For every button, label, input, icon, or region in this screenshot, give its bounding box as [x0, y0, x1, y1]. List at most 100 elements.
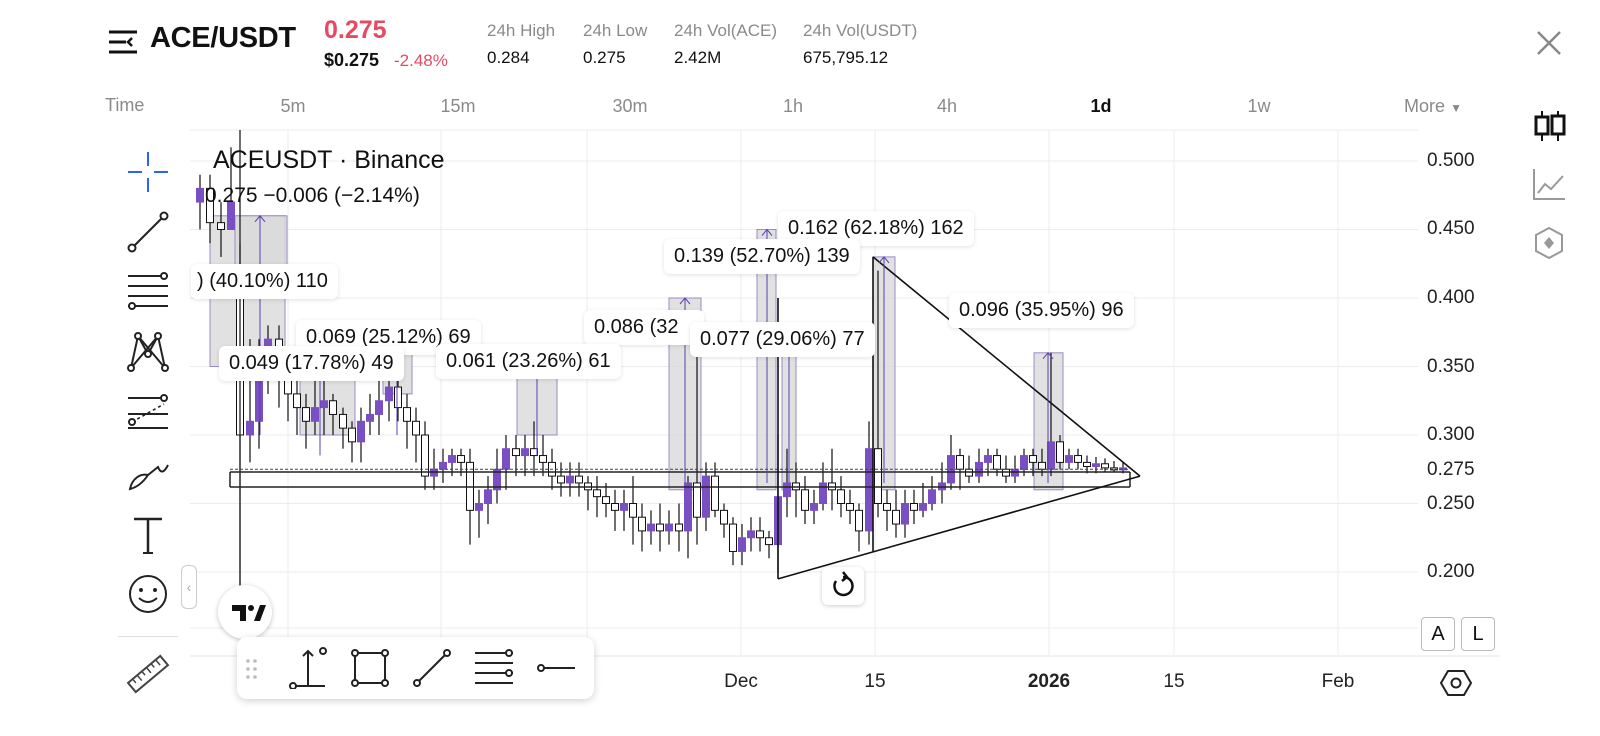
- candle-body: [421, 434, 429, 477]
- candle-body: [865, 448, 873, 532]
- candle-body: [530, 448, 538, 457]
- brush-tool[interactable]: [124, 451, 172, 499]
- x-tick: 15: [864, 671, 886, 692]
- triangle-line: [872, 256, 1141, 477]
- y-tick: 0.400: [1427, 287, 1475, 308]
- tab-30m[interactable]: 30m: [612, 96, 648, 116]
- fib-icon: [128, 272, 168, 310]
- candle-body: [720, 509, 728, 525]
- rectangle-icon[interactable]: [349, 647, 391, 689]
- candle-body: [1074, 455, 1082, 463]
- stat-value: 0.284: [487, 48, 530, 67]
- candle-body: [339, 413, 347, 429]
- tab-5m[interactable]: 5m: [280, 96, 306, 116]
- candle-body: [320, 400, 328, 409]
- tab-4h[interactable]: 4h: [936, 96, 958, 116]
- x-tick: 15: [1163, 671, 1185, 692]
- candle-body: [919, 503, 927, 511]
- line-icon[interactable]: [411, 647, 453, 689]
- candle-body: [1101, 463, 1109, 469]
- log-scale-button[interactable]: L: [1461, 617, 1495, 651]
- emoji-tool[interactable]: [124, 570, 172, 618]
- candle-body: [629, 503, 637, 518]
- candle-body: [575, 475, 583, 484]
- y-tick: 0.500: [1427, 150, 1475, 171]
- menu-icon[interactable]: [108, 29, 138, 55]
- text-tool[interactable]: [124, 511, 172, 559]
- y-tick: 0.300: [1427, 424, 1475, 445]
- candle-body: [539, 455, 547, 463]
- trend-line-icon: [127, 211, 169, 253]
- auto-scale-button[interactable]: A: [1421, 617, 1455, 651]
- candle-body: [620, 503, 628, 511]
- candle-body: [738, 537, 746, 552]
- line-chart-icon[interactable]: [1531, 166, 1567, 202]
- pattern-tool[interactable]: [124, 328, 172, 376]
- candle-body: [348, 427, 356, 443]
- measure-label[interactable]: ) (40.10%) 110: [191, 264, 338, 299]
- candle-body: [901, 503, 909, 525]
- measure-label[interactable]: 0.096 (35.95%) 96: [949, 293, 1134, 328]
- trend-line-tool[interactable]: [124, 208, 172, 256]
- measure-label[interactable]: 0.049 (17.78%) 49: [219, 346, 404, 381]
- change-percent: -2.48%: [394, 51, 448, 70]
- reset-chart-button[interactable]: [822, 567, 864, 605]
- candle-body: [1038, 461, 1046, 470]
- prediction-tool[interactable]: [124, 390, 172, 438]
- candle-body: [656, 523, 664, 532]
- ruler-tool[interactable]: [124, 650, 172, 698]
- candle-body: [1083, 461, 1091, 468]
- chart-ohlc-legend: 0.275 −0.006 (−2.14%): [205, 184, 420, 207]
- usd-price: $0.275: [324, 50, 380, 70]
- measure-label[interactable]: 0.139 (52.70%) 139: [664, 239, 860, 274]
- measure-label[interactable]: 0.086 (32: [584, 310, 704, 345]
- candle-body: [521, 448, 529, 457]
- candle-body: [357, 420, 365, 443]
- tab-15m[interactable]: 15m: [440, 96, 476, 116]
- candle-body: [602, 496, 610, 504]
- candle-body: [910, 503, 918, 511]
- candle-body: [855, 509, 863, 532]
- candle-body: [993, 455, 1001, 470]
- stat-label: 24h High: [487, 21, 556, 40]
- price-range-icon[interactable]: [287, 647, 329, 689]
- x-tick: Dec: [724, 671, 758, 692]
- candle-body: [883, 503, 891, 511]
- candle-body: [375, 400, 383, 415]
- candle-body: [928, 489, 936, 504]
- crosshair-tool[interactable]: [124, 148, 172, 196]
- tab-1w[interactable]: 1w: [1247, 96, 1271, 116]
- candle-body: [810, 503, 818, 511]
- tab-1h[interactable]: 1h: [782, 96, 804, 116]
- candle-body: [765, 537, 773, 546]
- y-tick: 0.350: [1427, 356, 1475, 377]
- tab-1d[interactable]: 1d: [1090, 96, 1112, 116]
- horizontal-ray-icon[interactable]: [535, 647, 577, 689]
- measure-label[interactable]: 0.061 (23.26%) 61: [436, 344, 621, 379]
- candle-body: [385, 386, 393, 402]
- candle-body: [874, 448, 882, 505]
- candle-body: [711, 475, 719, 511]
- more-dropdown[interactable]: More ▼: [1404, 96, 1462, 117]
- indicator-icon[interactable]: [1531, 225, 1567, 261]
- candle-body: [475, 503, 483, 511]
- close-icon[interactable]: [1535, 29, 1563, 57]
- candles-icon[interactable]: [1531, 108, 1567, 144]
- candle-body: [846, 503, 854, 511]
- fib-retracement-icon[interactable]: [473, 647, 515, 689]
- candle-body: [675, 523, 683, 532]
- drag-handle-icon[interactable]: [245, 657, 259, 681]
- chart-settings-icon[interactable]: [1440, 668, 1472, 698]
- tradingview-logo[interactable]: [218, 585, 272, 639]
- y-tick: 0.450: [1427, 218, 1475, 239]
- candle-body: [693, 482, 701, 518]
- candle-body: [311, 407, 319, 422]
- measure-arrow-head: [679, 297, 691, 305]
- prediction-icon: [128, 394, 168, 429]
- measure-label[interactable]: 0.077 (29.06%) 77: [690, 322, 875, 357]
- candle-body: [1065, 455, 1073, 463]
- pair-title[interactable]: ACE/USDT: [150, 22, 296, 54]
- fib-tool[interactable]: [124, 268, 172, 316]
- collapse-toolbar-button[interactable]: ‹: [181, 565, 197, 609]
